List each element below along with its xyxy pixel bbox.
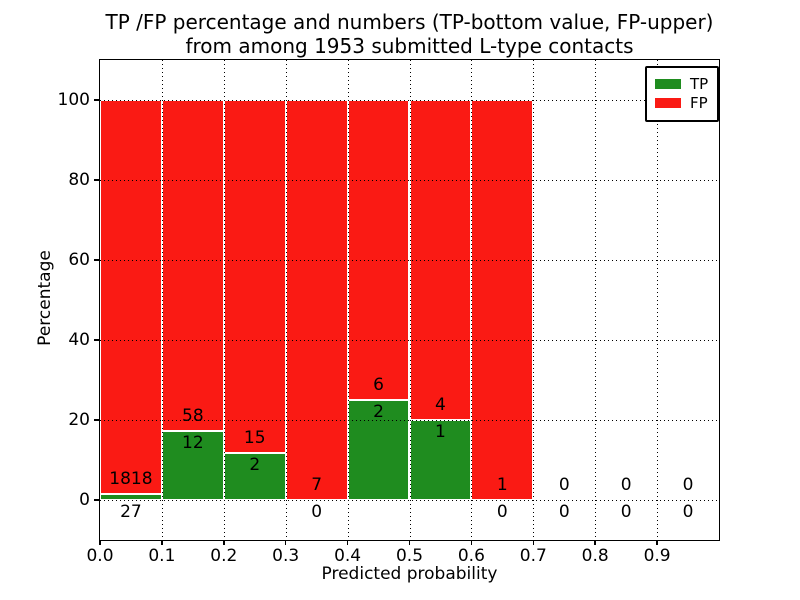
- vertical-gridline: [595, 60, 597, 540]
- chart-title-line2: from among 1953 submitted L-type contact…: [185, 34, 634, 58]
- tp-count-label: 2: [249, 454, 261, 475]
- y-tick-label: 0: [79, 490, 90, 510]
- x-tick-mark: [532, 540, 535, 545]
- chart-title-line1: TP /FP percentage and numbers (TP-bottom…: [105, 10, 714, 34]
- fp-count-label: 4: [435, 395, 446, 415]
- legend-entry-fp: FP: [655, 95, 708, 111]
- legend-entry-tp: TP: [655, 76, 708, 92]
- plot-area: 1818 27 58 12 15 2 7 0 6 2 4 1 1 0 0 0 0 0 0 0: [94, 59, 720, 545]
- x-tick-label: 0.2: [210, 546, 238, 566]
- fp-count-label: 0: [682, 475, 694, 495]
- tp-bar: [347, 400, 410, 500]
- fp-count-label: 15: [243, 427, 266, 448]
- tp-count-label: 0: [682, 502, 694, 523]
- tp-count-label: 2: [373, 401, 384, 422]
- y-tick-mark: [94, 179, 99, 181]
- fp-count-label: 6: [373, 375, 384, 395]
- x-axis-label: Predicted probability: [321, 564, 498, 584]
- y-tick-mark: [94, 499, 99, 501]
- fp-count-label: 58: [182, 406, 204, 427]
- vertical-gridline: [409, 60, 411, 540]
- fp-count-label: 1: [496, 475, 508, 495]
- fp-legend-swatch: [655, 98, 681, 108]
- fp-bar: [223, 100, 286, 453]
- vertical-gridline: [533, 60, 535, 540]
- fp-count-label: 7: [311, 475, 323, 495]
- x-tick-label: 0.6: [457, 546, 485, 566]
- fp-bar: [285, 100, 348, 500]
- x-tick-mark: [346, 540, 349, 545]
- y-tick-mark: [94, 419, 99, 421]
- x-tick-mark: [656, 540, 658, 545]
- vertical-gridline: [657, 60, 659, 540]
- tp-count-label: 0: [496, 502, 508, 523]
- y-tick-label: 100: [57, 90, 90, 110]
- y-tick-mark: [94, 259, 99, 261]
- tp-bar: [100, 494, 162, 500]
- x-tick-mark: [223, 540, 225, 545]
- y-tick-label: 20: [68, 410, 90, 430]
- x-tick-mark: [408, 540, 411, 545]
- tp-count-label: 0: [311, 502, 323, 523]
- fp-count-label: 0: [558, 475, 570, 495]
- tp-legend-label: TP: [690, 75, 709, 93]
- y-tick-label: 40: [68, 330, 90, 350]
- chart-title: TP /FP percentage and numbers (TP-bottom…: [100, 10, 719, 58]
- x-tick-mark: [594, 540, 596, 545]
- tp-count-label: 27: [120, 502, 142, 523]
- fp-legend-label: FP: [690, 94, 708, 112]
- x-tick-label: 0.9: [643, 546, 671, 566]
- x-tick-label: 0.8: [581, 546, 609, 566]
- tp-count-label: 0: [620, 502, 632, 523]
- y-tick-label: 60: [68, 250, 90, 270]
- tp-bar: [161, 431, 224, 500]
- x-tick-label: 0.0: [86, 546, 114, 566]
- tp-legend-swatch: [655, 79, 681, 89]
- x-tick-label: 0.1: [148, 546, 176, 566]
- y-tick-label: 80: [68, 170, 90, 190]
- x-tick-mark: [470, 540, 473, 545]
- fp-bar: [471, 100, 534, 500]
- tp-count-label: 1: [435, 421, 446, 442]
- x-tick-mark: [161, 540, 163, 545]
- x-tick-label: 0.3: [272, 546, 300, 566]
- fp-bar: [347, 100, 410, 400]
- y-tick-mark: [94, 339, 99, 341]
- vertical-gridline: [223, 60, 225, 540]
- x-tick-label: 0.7: [519, 546, 547, 566]
- x-tick-label: 0.5: [395, 546, 424, 566]
- tp-count-label: 0: [558, 502, 570, 523]
- fp-bar: [100, 100, 162, 495]
- vertical-gridline: [161, 60, 163, 540]
- tp-count-label: 12: [182, 433, 204, 454]
- legend: TP FP: [645, 66, 720, 122]
- tp-bar: [223, 452, 286, 500]
- x-tick-mark: [99, 540, 101, 545]
- fp-bar: [161, 100, 224, 432]
- vertical-gridline: [347, 60, 349, 540]
- fp-count-label: 0: [620, 475, 632, 495]
- y-tick-mark: [94, 99, 99, 101]
- x-tick-mark: [284, 540, 287, 545]
- vertical-gridline: [285, 60, 287, 540]
- x-tick-label: 0.4: [334, 546, 362, 566]
- fp-count-label: 1818: [109, 469, 153, 490]
- vertical-gridline: [471, 60, 473, 540]
